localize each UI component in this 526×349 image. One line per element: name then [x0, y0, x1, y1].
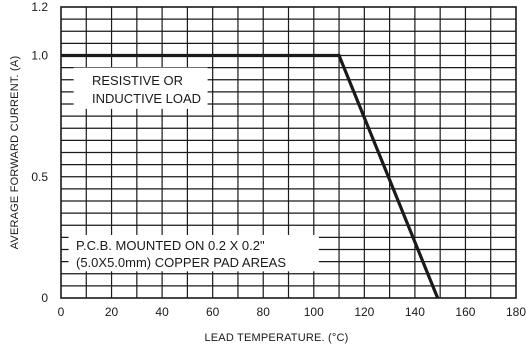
annotation-pcb-line-2: (5.0X5.0mm) COPPER PAD AREAS: [76, 255, 286, 270]
plot-frame: [60, 6, 517, 299]
x-tick-label: 180: [506, 305, 526, 319]
x-tick-label: 20: [105, 305, 119, 319]
annotation-pcb-line-1: P.C.B. MOUNTED ON 0.2 X 0.2": [76, 238, 265, 253]
x-tick-label: 0: [58, 305, 65, 319]
annotation-resistive-line-2: INDUCTIVE LOAD: [92, 91, 201, 106]
series-line: [61, 53, 440, 299]
x-tick-label: 100: [304, 305, 324, 319]
x-tick-label: 60: [206, 305, 220, 319]
x-tick-label: 80: [257, 305, 271, 319]
x-tick-label: 140: [405, 305, 425, 319]
x-tick-label: 40: [155, 305, 169, 319]
x-tick-label: 160: [455, 305, 475, 319]
y-axis-label: AVERAGE FORWARD CURRENT. (A): [9, 56, 21, 250]
x-tick-label: 120: [354, 305, 374, 319]
annotation-resistive-bg: [73, 67, 208, 109]
y-tick-label: 1.0: [31, 49, 48, 63]
y-tick-label: 1.2: [31, 0, 48, 14]
annotation-pcb-bg: [68, 234, 319, 272]
y-tick-label: 0.5: [31, 170, 48, 184]
y-tick-labels: 0 0.5 1.0 1.2: [31, 0, 48, 305]
x-axis-label: LEAD TEMPERATURE. (°C): [204, 332, 348, 344]
y-tick-label: 0: [41, 291, 48, 305]
x-tick-labels: 0 20 40 60 80 100 120 140 160 180: [58, 305, 526, 319]
annotation-resistive-line-1: RESISTIVE OR: [92, 73, 183, 88]
